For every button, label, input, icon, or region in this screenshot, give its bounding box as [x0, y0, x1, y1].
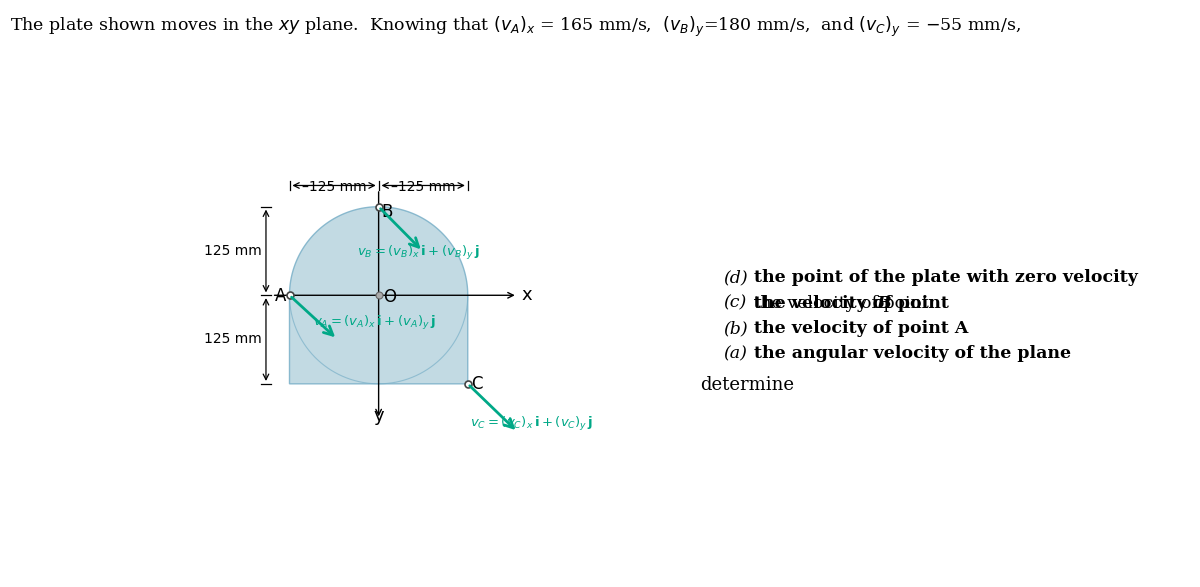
Text: $v_A = (v_A)_x\,\mathbf{i} + (v_A)_y\,\mathbf{j}$: $v_A = (v_A)_x\,\mathbf{i} + (v_A)_y\,\m… — [313, 314, 436, 332]
Text: the velocity of point: the velocity of point — [749, 295, 935, 312]
Text: the velocity of point A: the velocity of point A — [749, 320, 968, 337]
Text: 125 mm: 125 mm — [204, 332, 262, 346]
Text: (b): (b) — [724, 320, 748, 337]
Text: determine: determine — [701, 376, 794, 394]
Text: O: O — [383, 288, 396, 306]
Text: y: y — [373, 407, 384, 425]
Text: B: B — [877, 295, 892, 312]
Text: (d): (d) — [724, 269, 748, 286]
Text: A: A — [275, 287, 286, 305]
Text: The plate shown moves in the $xy$ plane.  Knowing that $(v_A)_x$ = 165 mm/s,  $(: The plate shown moves in the $xy$ plane.… — [10, 15, 1020, 39]
Text: x: x — [521, 286, 532, 304]
Text: the angular velocity of the plane: the angular velocity of the plane — [749, 345, 1072, 362]
Text: B: B — [382, 203, 392, 221]
Text: –125 mm: –125 mm — [390, 180, 455, 194]
Text: C: C — [472, 375, 482, 393]
Text: 125 mm: 125 mm — [204, 244, 262, 258]
Text: $v_C = (v_C)_x\,\mathbf{i} + (v_C)_y\,\mathbf{j}$: $v_C = (v_C)_x\,\mathbf{i} + (v_C)_y\,\m… — [470, 416, 593, 433]
Text: –125 mm: –125 mm — [302, 180, 367, 194]
Text: (a): (a) — [724, 345, 748, 362]
Text: the point of the plate with zero velocity: the point of the plate with zero velocit… — [749, 269, 1138, 286]
Text: the velocity of point: the velocity of point — [749, 295, 955, 312]
Text: $v_B = (v_B)_x\,\mathbf{i} + (v_B)_y\,\mathbf{j}$: $v_B = (v_B)_x\,\mathbf{i} + (v_B)_y\,\m… — [358, 244, 480, 262]
Polygon shape — [289, 207, 468, 384]
Text: (c): (c) — [724, 295, 746, 312]
